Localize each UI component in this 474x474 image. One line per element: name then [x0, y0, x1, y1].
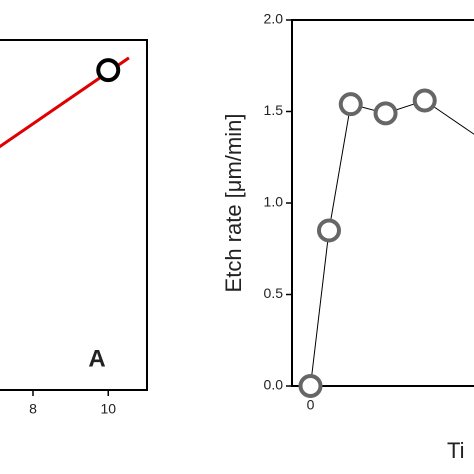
y-tick-label: 1.0	[264, 194, 284, 210]
data-point	[338, 92, 363, 117]
panel-label: A	[88, 345, 105, 372]
y-tick-label: 2.0	[264, 11, 284, 27]
plot-frame	[0, 39, 148, 391]
y-tick-label: 0.5	[264, 285, 284, 301]
data-point	[96, 58, 121, 83]
data-point	[412, 88, 437, 113]
y-tick-label: 0.0	[264, 377, 284, 393]
x-tick-label: 10	[100, 401, 116, 417]
data-point	[316, 218, 341, 243]
x-tick-label: 8	[29, 401, 37, 417]
x-axis-title: Ti	[447, 438, 465, 463]
y-tick-label: 1.5	[264, 102, 284, 118]
data-point	[373, 101, 398, 126]
data-line	[309, 99, 474, 387]
x-tick-label: 0	[307, 397, 315, 413]
plot-frame	[291, 19, 474, 387]
y-axis-title: Etch rate [μm/min]	[221, 114, 246, 293]
data-point	[298, 374, 323, 398]
